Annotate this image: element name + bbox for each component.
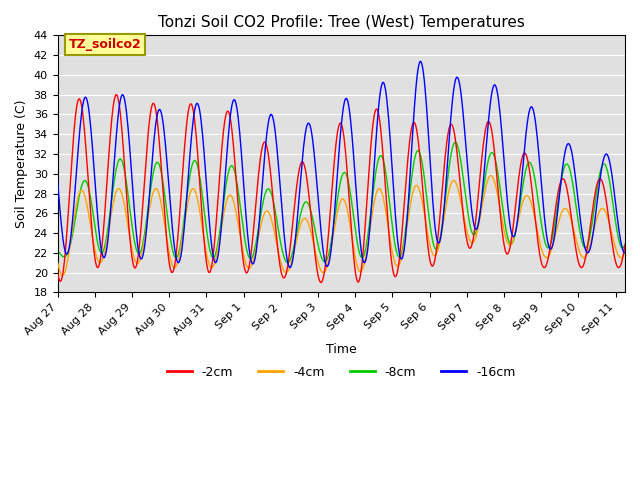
Legend: -2cm, -4cm, -8cm, -16cm: -2cm, -4cm, -8cm, -16cm [162, 361, 521, 384]
Text: TZ_soilco2: TZ_soilco2 [69, 38, 141, 51]
X-axis label: Time: Time [326, 343, 356, 356]
Title: Tonzi Soil CO2 Profile: Tree (West) Temperatures: Tonzi Soil CO2 Profile: Tree (West) Temp… [158, 15, 525, 30]
Y-axis label: Soil Temperature (C): Soil Temperature (C) [15, 100, 28, 228]
